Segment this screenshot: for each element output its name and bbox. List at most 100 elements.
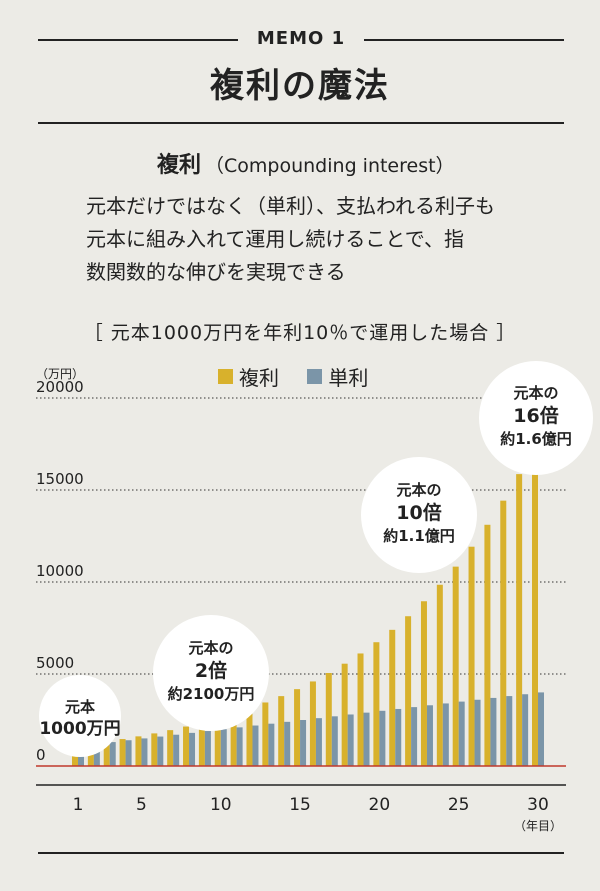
bar-simple bbox=[538, 692, 544, 766]
y-tick-label: 20000 bbox=[36, 378, 84, 396]
header-rule-left bbox=[38, 39, 238, 41]
term-heading: 複利 （Compounding interest） bbox=[157, 147, 455, 179]
annotation-text: 16倍 bbox=[513, 404, 558, 427]
bar-simple bbox=[204, 731, 211, 766]
bar-simple bbox=[315, 718, 322, 766]
bar-compound bbox=[309, 681, 316, 766]
legend-swatch-simple bbox=[307, 369, 323, 384]
annotation-bubble bbox=[39, 675, 121, 757]
term-jp: 複利 bbox=[157, 153, 202, 178]
bar-compound bbox=[119, 739, 126, 766]
annotation-text: 元本の bbox=[513, 384, 558, 402]
chart-caption: ［ 元本1000万円を年利10％で運用した場合 ］ bbox=[83, 322, 517, 344]
bar-simple bbox=[220, 729, 227, 766]
bar-simple bbox=[522, 694, 529, 766]
bar-simple bbox=[363, 712, 370, 766]
header-rule-right bbox=[364, 39, 564, 41]
bar-compound bbox=[341, 663, 348, 766]
x-tick-label: 30 bbox=[527, 795, 549, 815]
bar-compound bbox=[214, 718, 221, 766]
bar-simple bbox=[93, 743, 100, 766]
bar-compound bbox=[389, 629, 396, 766]
bar-compound bbox=[436, 584, 443, 766]
bar-compound bbox=[183, 726, 190, 766]
annotation-text: 2倍 bbox=[195, 659, 227, 682]
y-axis-unit: （万円） bbox=[36, 367, 84, 381]
y-tick-label: 10000 bbox=[36, 562, 84, 580]
bar-compound bbox=[246, 708, 253, 766]
bar-simple bbox=[189, 732, 196, 766]
annotation-bubble bbox=[153, 615, 269, 731]
x-axis-unit: （年目） bbox=[514, 819, 562, 833]
memo-header: MEMO 1 bbox=[38, 28, 564, 52]
bar-simple bbox=[442, 703, 449, 766]
bar-compound bbox=[405, 616, 412, 766]
annotation-text: 元本の bbox=[396, 481, 441, 499]
bar-simple bbox=[109, 742, 116, 766]
bar-simple bbox=[395, 708, 402, 766]
bar-simple bbox=[474, 699, 481, 766]
annotation-text: 10倍 bbox=[396, 501, 441, 524]
memo-label: MEMO 1 bbox=[256, 28, 346, 49]
bar-simple bbox=[506, 696, 513, 766]
bar-simple bbox=[141, 738, 148, 766]
bar-simple bbox=[347, 714, 354, 766]
chart-legend: 複利 単利 bbox=[218, 362, 390, 391]
bar-compound bbox=[278, 696, 285, 766]
y-tick-label: 0 bbox=[36, 746, 46, 764]
legend-label-simple: 単利 bbox=[328, 366, 369, 390]
bar-compound bbox=[262, 702, 269, 766]
x-tick-label: 1 bbox=[73, 795, 84, 815]
bar-compound bbox=[198, 722, 205, 766]
title-divider bbox=[38, 122, 564, 124]
bar-compound bbox=[167, 730, 174, 766]
bar-simple bbox=[331, 716, 338, 766]
legend-item-compound: 複利 bbox=[218, 362, 279, 391]
annotation-text: 約2100万円 bbox=[168, 685, 255, 703]
bar-simple bbox=[157, 736, 164, 766]
bar-simple bbox=[268, 723, 275, 766]
page-title: 複利の魔法 bbox=[210, 66, 390, 106]
bar-compound bbox=[484, 524, 491, 766]
term-en: （Compounding interest） bbox=[205, 155, 455, 177]
description: 元本だけではなく（単利）、支払われる利子も 元本に組み入れて運用し続けることで、… bbox=[86, 190, 546, 289]
bar-compound bbox=[373, 642, 380, 766]
bar-simple bbox=[458, 701, 465, 766]
bar-compound bbox=[452, 566, 459, 766]
bar-simple bbox=[411, 707, 418, 766]
annotation-text: 約1.6億円 bbox=[500, 430, 572, 448]
annotation-text: 元本 bbox=[65, 698, 95, 716]
bar-simple bbox=[252, 725, 259, 766]
bar-compound bbox=[500, 500, 507, 766]
x-tick-label: 15 bbox=[289, 795, 311, 815]
bar-compound bbox=[325, 673, 332, 766]
bar-simple bbox=[300, 720, 307, 766]
bar-compound bbox=[532, 444, 538, 766]
annotation-text: 元本の bbox=[188, 639, 233, 657]
y-tick-label: 15000 bbox=[36, 470, 84, 488]
x-tick-label: 10 bbox=[210, 795, 232, 815]
bar-compound bbox=[420, 601, 427, 766]
bar-compound bbox=[468, 546, 475, 766]
bar-simple bbox=[426, 705, 433, 766]
bar-compound bbox=[516, 474, 523, 766]
bar-simple bbox=[125, 740, 132, 766]
description-line-1: 元本だけではなく（単利）、支払われる利子も bbox=[86, 194, 495, 218]
x-tick-label: 5 bbox=[136, 795, 147, 815]
bottom-divider bbox=[38, 852, 564, 854]
y-tick-label: 5000 bbox=[36, 654, 74, 672]
bar-simple bbox=[236, 727, 243, 766]
annotation-bubble bbox=[361, 457, 477, 573]
bar-compound bbox=[230, 713, 237, 766]
bar-compound bbox=[357, 653, 364, 766]
bar-compound bbox=[151, 733, 158, 766]
description-line-2: 元本に組み入れて運用し続けることで、指 bbox=[86, 227, 464, 251]
legend-swatch-compound bbox=[218, 369, 233, 384]
bar-simple bbox=[379, 710, 386, 766]
x-tick-label: 20 bbox=[369, 795, 391, 815]
bar-compound bbox=[103, 741, 110, 766]
annotation-text: 約1.1億円 bbox=[383, 527, 455, 545]
annotation-text: 1000万円 bbox=[39, 719, 120, 739]
legend-label-compound: 複利 bbox=[239, 366, 279, 390]
